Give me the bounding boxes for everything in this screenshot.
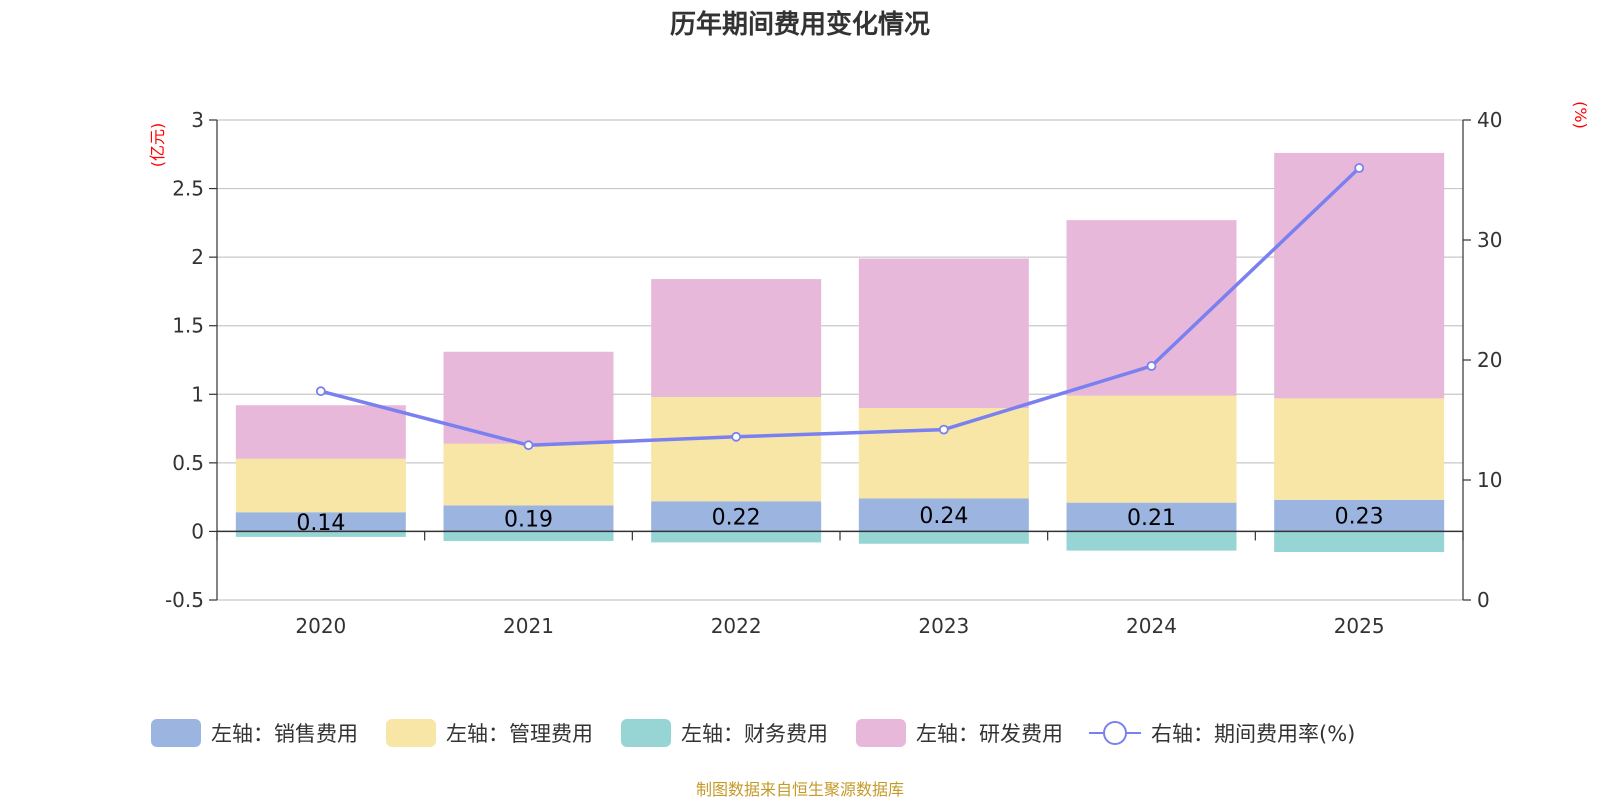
bar-segment [858,498,1029,532]
bar-segment [651,279,822,398]
bar-segment [651,397,822,502]
rate-point[interactable] [315,386,326,397]
left-axis-tick-label: 0 [191,519,204,543]
right-axis-tick-label: 10 [1477,468,1502,492]
bar-segment [443,443,614,506]
bar-segment [651,501,822,532]
bar-segment [443,351,614,444]
bar-segment [651,531,822,543]
grid-lines [217,119,1463,601]
bar-segment [235,458,406,513]
bar-segment [1066,502,1237,532]
right-axis-unit: (%) [1571,101,1590,129]
legend-item[interactable]: 左轴：管理费用 [386,719,593,747]
legend-label: 左轴：研发费用 [916,722,1063,746]
legend-item[interactable]: 右轴：期间费用率(%) [1089,721,1355,746]
bar-segment [858,258,1029,408]
right-axis-tick-label: 40 [1477,108,1502,132]
legend-swatch [151,719,201,747]
bar-segment [1066,531,1237,551]
right-axis-tick-label: 20 [1477,348,1502,372]
legend-label: 右轴：期间费用率(%) [1151,722,1355,746]
bar-data-label: 0.21 [1127,506,1176,531]
bar-segment [443,505,614,532]
left-axis-tick-label: 3 [191,108,204,132]
bar-segment [235,512,406,532]
legend-swatch [856,719,906,747]
rate-line [320,166,1361,447]
x-axis-label: 2025 [1334,614,1385,638]
axes: 3 2.5 2 1.5 1 0.5 0 -0.5 40 30 20 10 0 (亿元) (%) 2020 202… [148,101,1590,638]
bar-data-label: 0.22 [712,505,761,530]
left-axis-tick-label: 1.5 [172,314,204,338]
source-note: 制图数据来自恒生聚源数据库 [696,780,904,799]
chart-title: 历年期间费用变化情况 [670,9,930,40]
legend: 左轴：销售费用 左轴：管理费用 左轴：财务费用 左轴：研发费用 右轴：期间费用率(%) [151,719,1355,747]
rate-point[interactable] [1354,163,1365,173]
bar-data-label: 0.24 [919,504,968,529]
x-axis-label: 2023 [918,614,969,638]
x-axis-label: 2020 [295,614,346,638]
legend-label: 左轴：销售费用 [211,722,358,746]
bar-segment [235,405,406,459]
bar-segment [1274,531,1445,552]
bar-data-label: 0.19 [504,507,553,532]
bar-segment [235,531,406,537]
x-axis-label: 2021 [503,614,554,638]
legend-item[interactable]: 左轴：销售费用 [151,719,358,747]
bar-data-label: 0.14 [296,511,345,536]
legend-label: 左轴：管理费用 [446,722,593,746]
legend-swatch [621,719,671,747]
bar-segment [443,531,614,542]
left-axis-tick-label: 0.5 [172,451,204,475]
x-axis-label: 2024 [1126,614,1177,638]
legend-item[interactable]: 左轴：财务费用 [621,719,828,747]
bar-segment [858,531,1029,544]
rate-point[interactable] [1146,361,1157,371]
rate-point[interactable] [938,424,949,435]
bar-segment [1274,398,1445,500]
bar-segment [1066,395,1237,503]
legend-swatch [386,719,436,747]
line-series [315,163,1365,451]
legend-label: 左轴：财务费用 [681,722,828,746]
rate-point[interactable] [731,431,742,442]
bar-segment [1274,499,1445,532]
right-axis-tick-label: 0 [1477,588,1490,612]
left-axis-tick-label: 1 [191,382,204,406]
left-axis-tick-label: 2.5 [172,177,204,201]
left-axis-tick-label: 2 [191,245,204,269]
bar-segment [1274,152,1445,399]
data-labels: 0.14 0.19 0.22 0.24 0.21 0.23 [296,504,1383,536]
bar-data-label: 0.23 [1335,505,1384,530]
x-axis-label: 2022 [711,614,762,638]
left-axis-tick-label: -0.5 [165,588,204,612]
left-axis-unit: (亿元) [148,123,167,168]
legend-marker [1103,721,1127,745]
rate-point[interactable] [523,440,534,451]
bar-series [235,152,1445,552]
right-axis-tick-label: 30 [1477,228,1502,252]
legend-item[interactable]: 左轴：研发费用 [856,719,1063,747]
bar-segment [858,408,1029,499]
